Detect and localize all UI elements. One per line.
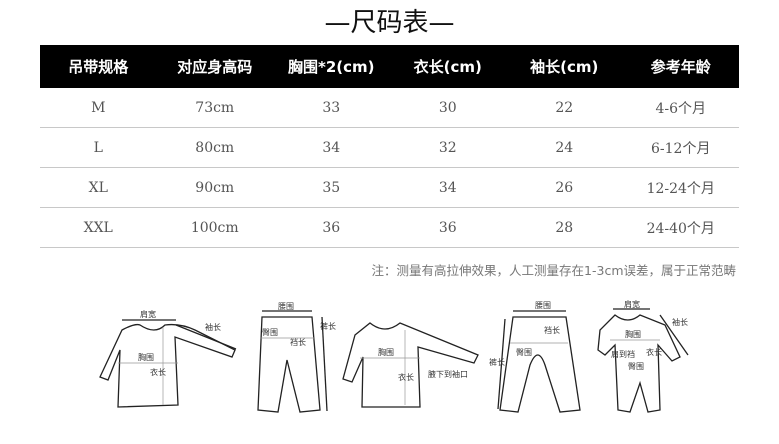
cell-length: 32 [389, 127, 506, 168]
label-romper-sleeve: 袖长 [672, 317, 688, 327]
table-row: XXL 100cm 36 36 28 24-40个月 [40, 207, 739, 248]
cell-sleeve: 24 [506, 127, 623, 168]
label-hip: 臀围 [262, 328, 278, 337]
label-underarm: 腋下到袖口 [428, 369, 468, 379]
cell-height: 73cm [156, 88, 273, 128]
label-romper-chest: 胸围 [625, 329, 641, 339]
cell-chest: 33 [273, 88, 390, 128]
page-title: —尺码表— [324, 8, 455, 38]
cell-height: 100cm [156, 207, 273, 248]
label-length: 衣长 [150, 367, 166, 377]
table-row: XL 90cm 35 34 26 12-24个月 [40, 167, 739, 208]
raglan-shirt-diagram: 胸围 衣长 腋下到袖口 [342, 322, 479, 408]
label-open-rise: 裆长 [544, 325, 560, 335]
measurement-note: 注：测量有高拉伸效果，人工测量存在1-3cm误差，属于正常范畴 [371, 263, 736, 278]
table-row: M 73cm 33 30 22 4-6个月 [40, 88, 739, 128]
label-waist: 腰围 [278, 302, 294, 311]
label-open-waist: 腰围 [535, 301, 551, 310]
header-age: 参考年龄 [622, 45, 739, 88]
cell-size: L [40, 127, 157, 168]
label-open-hip: 臀围 [516, 348, 532, 357]
label-romper-hip: 臀围 [628, 362, 644, 371]
header-height: 对应身高码 [156, 45, 273, 88]
cell-size: M [40, 88, 157, 128]
garment-diagrams: 肩宽 袖长 胸围 衣长 腰围 臀围 裆长 裤长 胸围 衣长 腋下到袖口 腰围 臀… [99, 299, 689, 413]
cell-sleeve: 26 [506, 167, 623, 208]
label-raglan-chest: 胸围 [378, 347, 394, 357]
cell-chest: 34 [273, 127, 390, 168]
romper-diagram: 肩宽 袖长 胸围 肩到裆 臀围 衣长 [597, 299, 689, 413]
label-romper-s2c: 肩到裆 [611, 349, 635, 359]
cell-length: 34 [389, 167, 506, 208]
label-raglan-length: 衣长 [398, 372, 414, 382]
label-sleeve: 袖长 [205, 322, 221, 332]
cell-chest: 35 [273, 167, 390, 208]
shirt-diagram: 肩宽 袖长 胸围 衣长 [99, 309, 237, 408]
label-romper-length: 衣长 [646, 347, 662, 357]
cell-age: 12-24个月 [622, 167, 739, 208]
table-header-row: 吊带规格 对应身高码 胸围*2(cm) 衣长(cm) 袖长(cm) 参考年龄 [40, 45, 739, 88]
header-size: 吊带规格 [40, 45, 157, 88]
cell-length: 30 [389, 88, 506, 128]
label-rise: 裆长 [290, 337, 306, 347]
cell-height: 80cm [156, 127, 273, 168]
label-chest: 胸围 [138, 352, 154, 362]
label-pants-length: 裤长 [320, 321, 336, 331]
header-length: 衣长(cm) [389, 45, 506, 88]
cell-length: 36 [389, 207, 506, 248]
cell-age: 6-12个月 [622, 127, 739, 168]
table-row: L 80cm 34 32 24 6-12个月 [40, 127, 739, 168]
cell-height: 90cm [156, 167, 273, 208]
header-sleeve: 袖长(cm) [506, 45, 623, 88]
cell-chest: 36 [273, 207, 390, 248]
header-chest: 胸围*2(cm) [273, 45, 390, 88]
cell-sleeve: 22 [506, 88, 623, 128]
label-open-length: 裤长 [489, 357, 505, 367]
open-pants-diagram: 腰围 臀围 裆长 裤长 [489, 301, 581, 413]
label-romper-shoulder: 肩宽 [624, 299, 640, 309]
label-shoulder: 肩宽 [140, 309, 156, 319]
cell-size: XL [40, 167, 157, 208]
cell-sleeve: 28 [506, 207, 623, 248]
cell-age: 4-6个月 [622, 88, 739, 128]
size-table: 吊带规格 对应身高码 胸围*2(cm) 衣长(cm) 袖长(cm) 参考年龄 M… [40, 45, 739, 248]
cell-age: 24-40个月 [622, 207, 739, 248]
pants-diagram: 腰围 臀围 裆长 裤长 [257, 302, 336, 413]
cell-size: XXL [40, 207, 157, 248]
